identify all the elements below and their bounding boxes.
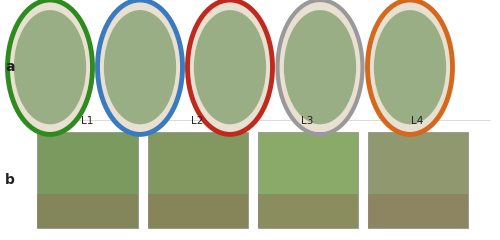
Ellipse shape (368, 0, 452, 134)
Ellipse shape (104, 10, 176, 124)
Text: L3: L3 (302, 116, 314, 126)
Ellipse shape (14, 10, 86, 124)
FancyBboxPatch shape (148, 132, 248, 228)
Ellipse shape (284, 10, 356, 124)
Ellipse shape (188, 0, 272, 134)
Text: a: a (5, 60, 15, 74)
Ellipse shape (98, 0, 182, 134)
FancyBboxPatch shape (368, 194, 468, 228)
Text: L2: L2 (192, 116, 203, 126)
Ellipse shape (8, 0, 92, 134)
FancyBboxPatch shape (38, 132, 138, 228)
Ellipse shape (374, 10, 446, 124)
FancyBboxPatch shape (368, 132, 468, 228)
FancyBboxPatch shape (148, 194, 248, 228)
Ellipse shape (194, 10, 266, 124)
FancyBboxPatch shape (258, 194, 358, 228)
FancyBboxPatch shape (38, 194, 138, 228)
Ellipse shape (278, 0, 362, 134)
Text: L4: L4 (412, 116, 424, 126)
FancyBboxPatch shape (258, 132, 358, 228)
Text: L1: L1 (82, 116, 94, 126)
Text: b: b (5, 173, 15, 187)
